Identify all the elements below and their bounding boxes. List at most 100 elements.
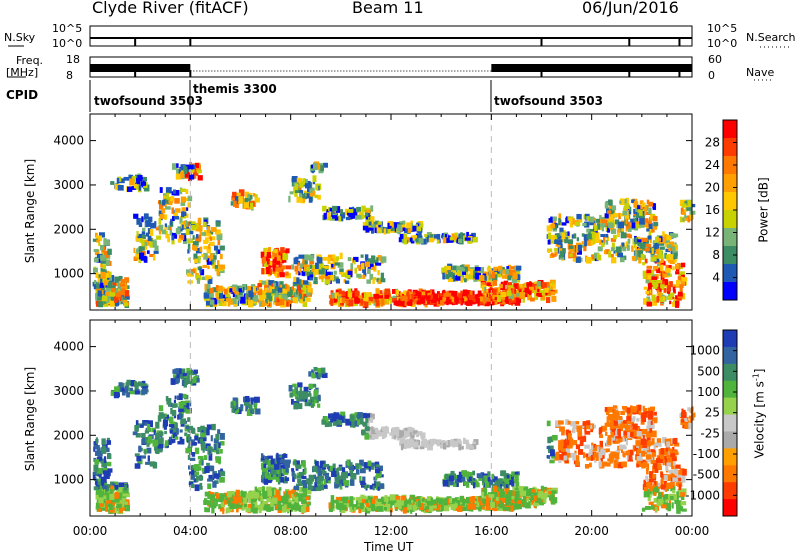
range-cell — [478, 476, 483, 481]
range-cell — [199, 246, 203, 252]
range-cell — [185, 409, 192, 414]
range-cell — [288, 384, 293, 392]
range-cell — [118, 178, 125, 184]
range-cell — [267, 455, 273, 459]
range-cell — [665, 248, 671, 253]
range-cell — [163, 195, 166, 199]
range-cell — [366, 484, 370, 489]
range-cell — [281, 288, 288, 294]
range-cell — [165, 414, 169, 419]
range-cell — [331, 215, 338, 219]
range-cell — [308, 399, 311, 404]
range-cell — [119, 492, 123, 500]
range-cell — [207, 288, 211, 294]
range-cell — [454, 235, 458, 240]
range-cell — [296, 177, 302, 183]
range-cell — [375, 299, 380, 307]
range-cell — [278, 487, 282, 491]
range-cell — [103, 273, 110, 278]
range-cell — [94, 249, 100, 256]
range-cell — [529, 297, 535, 302]
range-cell — [396, 497, 400, 504]
range-cell — [544, 287, 550, 293]
range-cell — [302, 260, 305, 268]
range-cell — [413, 290, 420, 297]
range-cell — [487, 297, 491, 302]
range-cell — [114, 484, 119, 490]
range-cell — [673, 252, 678, 259]
beam-title: Beam 11 — [352, 0, 424, 17]
range-cell — [359, 475, 362, 483]
range-cell — [582, 222, 587, 227]
range-cell — [376, 433, 383, 437]
range-cell — [299, 192, 302, 198]
range-cell — [561, 248, 566, 254]
range-cell — [118, 482, 125, 489]
range-cell — [292, 287, 296, 293]
range-cell — [374, 468, 381, 474]
range-cell — [390, 498, 395, 506]
range-cell — [177, 238, 182, 243]
range-cell — [503, 473, 509, 479]
range-cell — [433, 499, 437, 505]
range-cell — [377, 471, 382, 477]
range-cell — [363, 495, 367, 500]
range-cell — [262, 493, 267, 500]
range-cell — [461, 470, 468, 477]
range-cell — [169, 416, 174, 424]
range-cell — [262, 302, 267, 306]
range-cell — [367, 258, 374, 264]
freq-label: Freq. — [16, 54, 44, 67]
range-cell — [564, 231, 568, 237]
range-cell — [339, 465, 342, 470]
range-cell — [299, 388, 302, 394]
range-cell — [269, 268, 272, 276]
range-cell — [465, 290, 471, 296]
range-cell — [462, 439, 469, 444]
range-cell — [309, 192, 315, 197]
range-cell — [334, 481, 339, 489]
range-cell — [192, 235, 195, 240]
range-cell — [185, 447, 192, 454]
range-cell — [336, 474, 340, 479]
range-cell — [114, 184, 121, 190]
range-cell — [191, 221, 196, 227]
range-cell — [610, 253, 614, 258]
range-cell — [350, 472, 357, 480]
range-cell — [652, 265, 659, 270]
range-cell — [212, 471, 215, 478]
range-cell — [191, 483, 195, 489]
range-cell — [295, 289, 298, 295]
range-cell — [236, 290, 243, 295]
range-cell — [326, 216, 333, 221]
range-cell — [114, 481, 119, 488]
range-cell — [394, 426, 400, 433]
range-cell — [501, 470, 505, 477]
range-cell — [145, 232, 150, 237]
range-cell — [170, 196, 175, 202]
range-cell — [365, 502, 370, 507]
range-cell — [183, 169, 187, 174]
range-cell — [164, 226, 167, 231]
range-cell — [346, 499, 350, 505]
range-cell — [472, 444, 477, 450]
range-cell — [512, 471, 517, 476]
range-cell — [593, 223, 596, 227]
range-cell — [155, 421, 160, 429]
range-cell — [303, 254, 309, 261]
range-cell — [215, 221, 221, 227]
range-cell — [408, 430, 412, 436]
range-cell — [332, 421, 337, 426]
range-cell — [419, 446, 425, 450]
range-cell — [645, 271, 651, 276]
range-cell — [387, 221, 393, 226]
range-cell — [323, 463, 330, 468]
range-cell — [272, 282, 276, 287]
range-cell — [494, 287, 500, 292]
range-cell — [444, 292, 448, 299]
range-cell — [93, 267, 98, 273]
range-cell — [250, 397, 255, 402]
range-cell — [335, 256, 340, 261]
range-cell — [559, 227, 564, 233]
range-cell — [308, 254, 314, 262]
